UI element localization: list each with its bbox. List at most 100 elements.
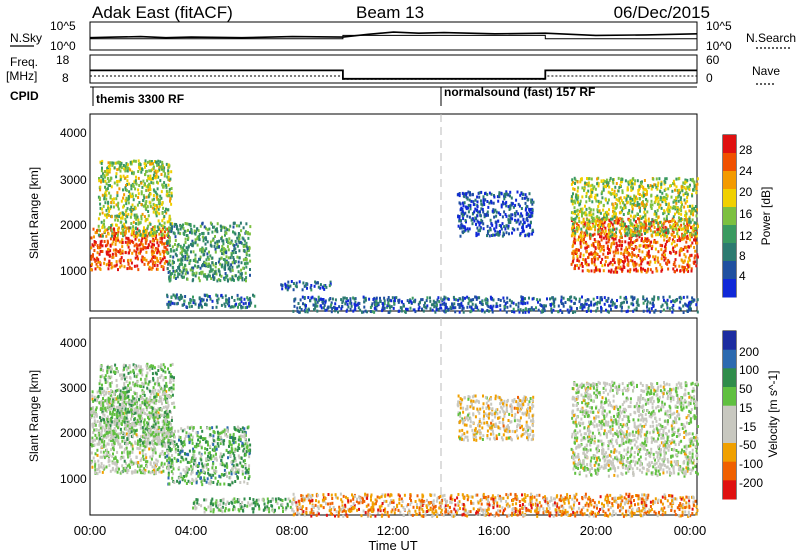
power-cell [205, 275, 207, 279]
power-cell [520, 301, 523, 305]
power-cell [585, 227, 588, 231]
power-cell [592, 219, 595, 223]
power-cell [635, 246, 638, 249]
power-cell [111, 252, 114, 256]
power-cell [183, 243, 186, 247]
power-cell [123, 222, 126, 226]
power-cell [421, 307, 423, 311]
power-cell [660, 257, 663, 261]
power-cell [170, 170, 173, 174]
power-cell [94, 267, 97, 271]
power-cell [468, 215, 471, 219]
power-cell [678, 208, 681, 212]
nsky-label: N.Sky [10, 31, 42, 45]
power-cell [238, 241, 241, 245]
power-cell [578, 220, 581, 223]
power-cell [436, 298, 439, 302]
power-cell [466, 214, 469, 218]
power-cell [117, 268, 119, 272]
power-cell [656, 184, 659, 188]
power-cell [100, 180, 102, 184]
power-cell [135, 213, 138, 217]
power-cell [661, 191, 664, 195]
power-cell [620, 224, 623, 228]
power-cell [668, 307, 671, 311]
power-cell [611, 179, 614, 183]
power-cell [693, 184, 696, 188]
power-cell [375, 296, 378, 300]
power-cell [101, 211, 104, 215]
power-cell [672, 179, 675, 183]
power-data-cells [90, 159, 699, 314]
power-cell [636, 303, 639, 307]
power-cell [387, 310, 390, 314]
power-cell [133, 234, 136, 238]
power-cell [525, 211, 528, 215]
power-cell [401, 300, 403, 304]
power-cell [143, 183, 146, 187]
power-cell [454, 306, 457, 310]
power-cell [592, 208, 595, 212]
power-cell [520, 299, 523, 303]
power-cell [194, 253, 197, 257]
power-cell [154, 261, 157, 265]
velocity-cell [123, 427, 126, 431]
power-cell [660, 305, 663, 309]
power-cell [341, 301, 344, 305]
power-cell [142, 256, 144, 260]
power-cbar-tick-4: 4 [739, 269, 746, 283]
power-cell [205, 258, 208, 262]
power-cell [113, 166, 116, 170]
power-cell [594, 247, 597, 251]
power-cell [584, 246, 587, 250]
velocity-cell [137, 461, 140, 464]
power-cell [174, 252, 177, 256]
power-cell [653, 212, 656, 216]
power-cell [432, 302, 435, 306]
power-cell [611, 215, 614, 219]
power-cell [335, 307, 338, 311]
power-cell [110, 234, 113, 238]
power-cell [619, 265, 622, 269]
power-cell [227, 267, 230, 271]
power-cell [166, 227, 169, 231]
velocity-cell [136, 446, 139, 450]
power-cell [459, 297, 462, 301]
power-cell [672, 182, 675, 185]
power-cell [693, 206, 696, 210]
power-cell [167, 172, 170, 176]
velocity-cell [161, 431, 164, 435]
velocity-cell [94, 433, 97, 437]
power-cell [296, 306, 299, 310]
power-cell [651, 203, 654, 207]
power-cell [525, 225, 528, 229]
power-cell [459, 303, 462, 307]
power-cell [208, 270, 211, 274]
power-cell [170, 187, 173, 190]
power-cell [509, 190, 512, 194]
power-cell [598, 225, 600, 229]
power-cell [617, 266, 619, 270]
power-cell [589, 225, 592, 229]
power-cell [696, 182, 699, 186]
power-cell [184, 222, 187, 225]
power-cell [642, 191, 645, 195]
power-cell [152, 210, 155, 214]
velocity-cell [155, 413, 158, 416]
power-cell [521, 230, 524, 234]
power-cell [686, 234, 689, 238]
power-cell [122, 229, 125, 232]
power-cell [107, 205, 110, 209]
power-cell [410, 301, 413, 305]
power-cell [607, 240, 610, 244]
power-cell [155, 192, 158, 196]
power-cell [615, 234, 618, 238]
power-cell [304, 306, 307, 309]
power-cell [676, 210, 679, 214]
power-cell [441, 302, 444, 306]
beam-title: Beam 13 [356, 3, 424, 22]
power-cell [647, 244, 650, 248]
power-cell [591, 190, 594, 194]
power-cell [400, 309, 403, 313]
power-cell [680, 248, 683, 251]
